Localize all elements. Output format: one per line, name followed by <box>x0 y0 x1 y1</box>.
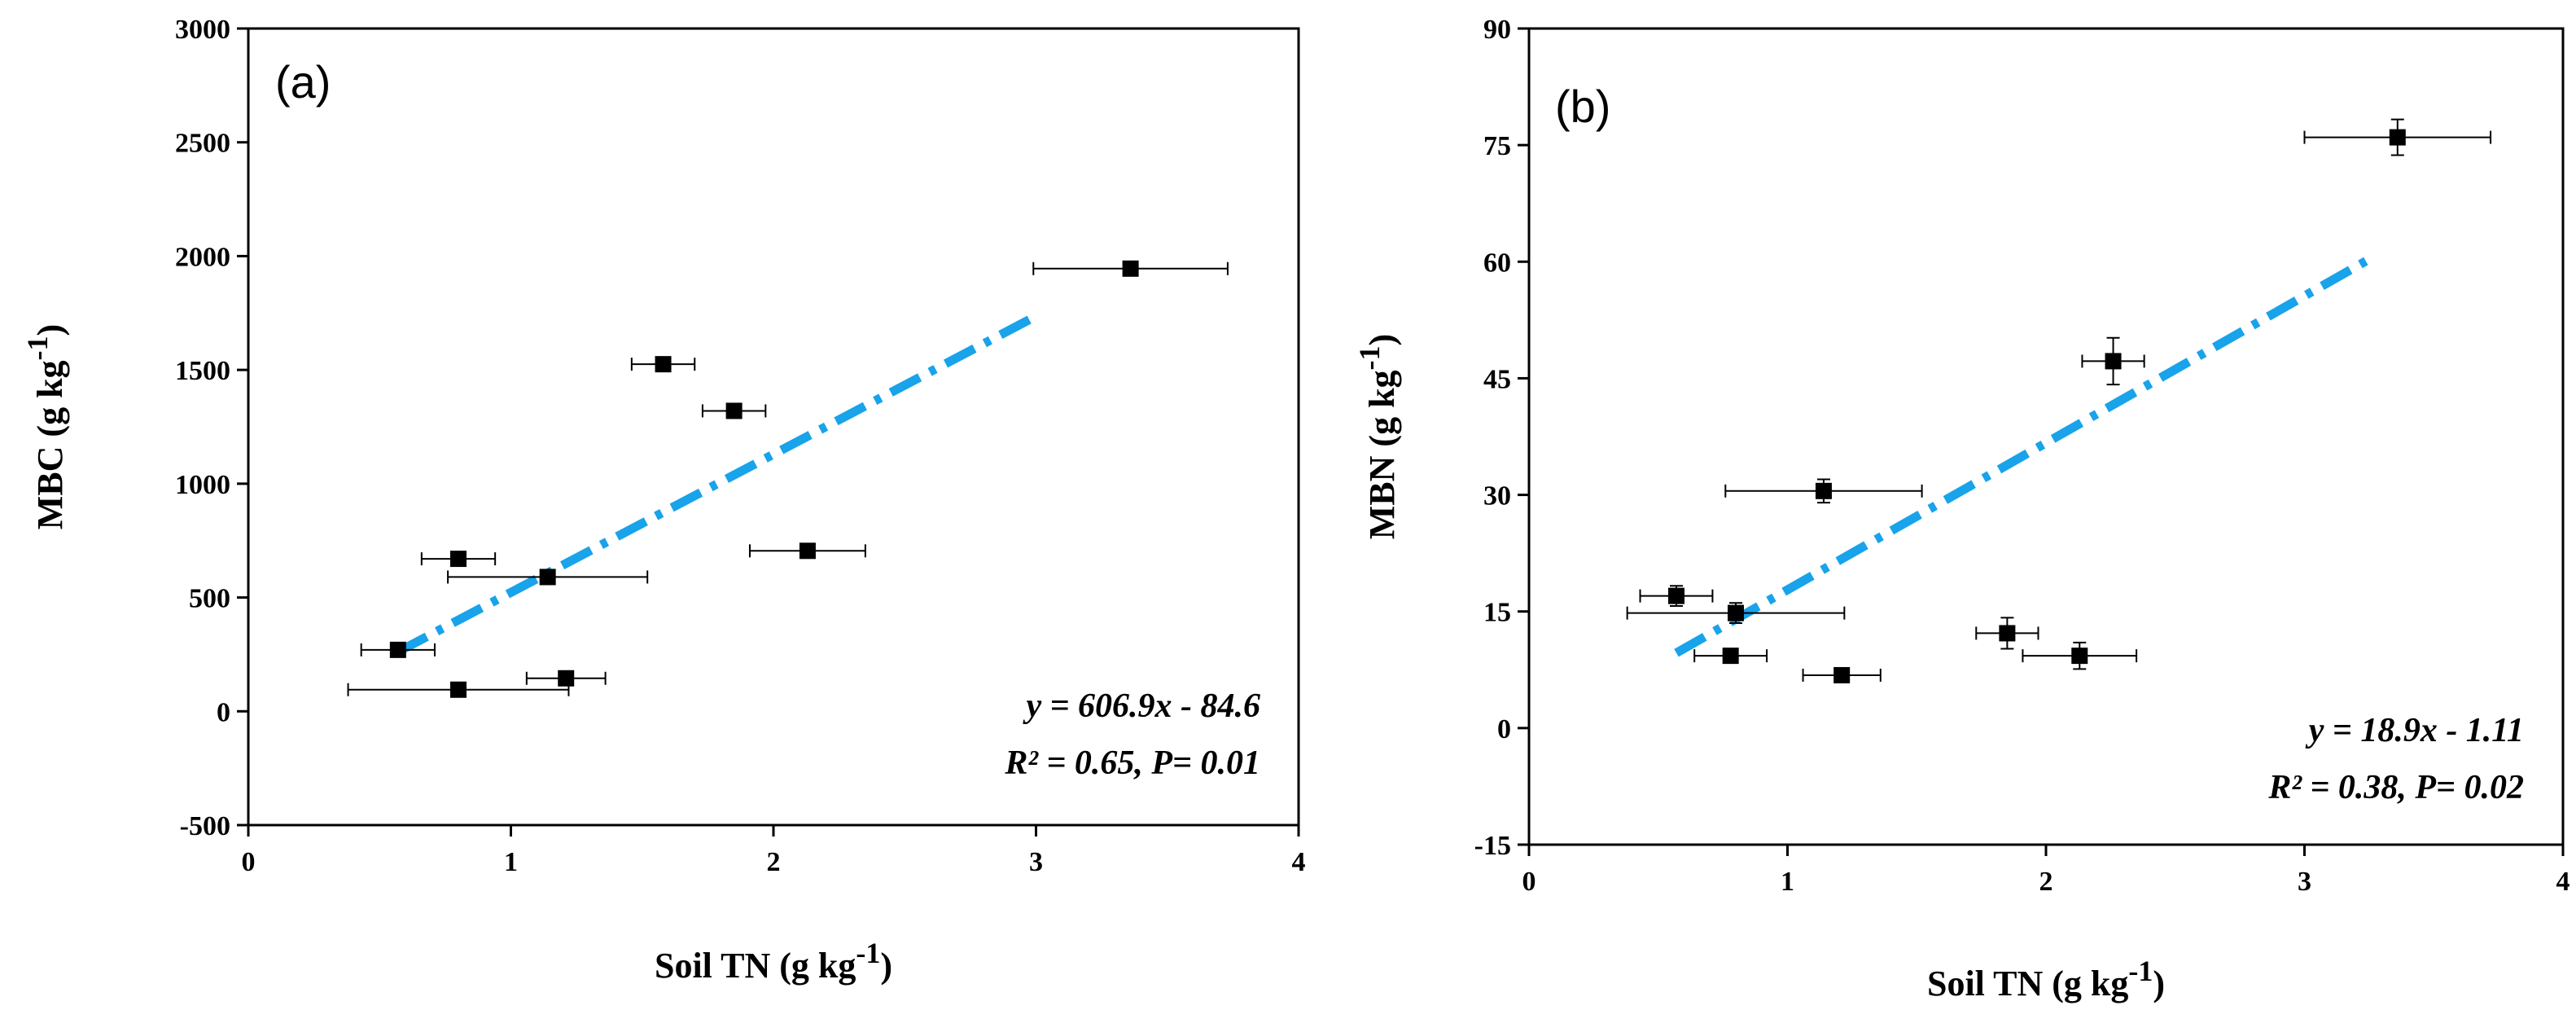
x-tick-label: 4 <box>1292 847 1306 877</box>
data-point <box>1802 666 1882 683</box>
x-tick-labels: 0 1 2 3 4 <box>1522 867 2570 897</box>
y-axis-label-text: MBN (g kg <box>1362 370 1402 539</box>
y-tick-label: -500 <box>180 811 230 841</box>
data-point <box>2303 118 2492 156</box>
fit-line <box>1674 252 2377 657</box>
y-tick-labels: -500 0 500 1000 1500 2000 2500 3000 <box>175 15 230 841</box>
square-marker <box>725 402 743 419</box>
x-tick-labels: 0 1 2 3 4 <box>242 847 1306 877</box>
x-axis-label: Soil TN (g kg-1) <box>655 937 892 986</box>
y-axis-label: MBC (g kg-1) <box>21 324 70 529</box>
regression-stats: R² = 0.65, P= 0.01 <box>1004 744 1260 782</box>
x-axis-label-close: ) <box>2153 964 2165 1003</box>
chart-a: 0 1 2 3 4 -500 0 500 1000 1500 2000 2500 3000 (a) y… <box>21 15 1306 986</box>
x-tick-label: 4 <box>2556 867 2570 897</box>
y-tick-label: 60 <box>1483 248 1511 278</box>
data-point <box>420 551 497 568</box>
x-tick-label: 1 <box>504 847 518 877</box>
y-tick-labels: -15 0 15 30 45 60 75 90 <box>1474 15 1511 861</box>
x-tick-label: 3 <box>1029 847 1043 877</box>
x-axis-label-sup: -1 <box>2128 955 2153 987</box>
y-tick-label: 1500 <box>175 356 230 386</box>
square-marker <box>1122 260 1139 277</box>
x-tick-label: 1 <box>1781 867 1794 897</box>
data-point <box>1626 602 1846 625</box>
regression-stats: R² = 0.38, P= 0.02 <box>2267 769 2524 806</box>
data-point <box>1975 617 2039 650</box>
y-tick-label: 30 <box>1483 481 1511 512</box>
square-marker <box>450 551 467 568</box>
square-marker <box>1833 666 1851 683</box>
y-tick-label: 0 <box>217 697 230 727</box>
y-tick-label: -15 <box>1474 831 1511 861</box>
data-point <box>630 356 696 373</box>
x-axis-label: Soil TN (g kg-1) <box>1927 955 2165 1003</box>
data-point <box>1693 648 1768 665</box>
square-marker <box>2071 648 2088 665</box>
y-axis-label: MBN (g kg-1) <box>1353 334 1402 539</box>
data-point <box>1639 585 1714 608</box>
fit-line-group <box>1674 252 2377 657</box>
y-tick-label: 2000 <box>175 242 230 272</box>
square-marker <box>655 356 672 373</box>
x-tick-label: 2 <box>767 847 781 877</box>
data-point <box>1032 260 1229 277</box>
y-axis-label-sup: -1 <box>21 336 54 360</box>
data-point <box>1724 478 1923 504</box>
square-marker <box>1815 482 1832 499</box>
x-tick-label: 0 <box>242 847 256 877</box>
y-tick-label: 15 <box>1483 598 1511 628</box>
x-tick-label: 3 <box>2298 867 2311 897</box>
regression-equation: y = 606.9x - 84.6 <box>1022 687 1260 725</box>
y-axis-label-text: MBC (g kg <box>30 360 70 529</box>
x-axis-label-close: ) <box>880 946 892 986</box>
y-tick-label: 90 <box>1483 15 1511 45</box>
y-axis-label-close: ) <box>1362 334 1402 346</box>
tick-marks <box>1518 27 2565 856</box>
data-points <box>1626 118 2492 683</box>
y-tick-label: 2500 <box>175 129 230 159</box>
square-marker <box>1999 625 2016 642</box>
y-tick-label: 3000 <box>175 15 230 45</box>
tick-marks <box>237 27 1300 837</box>
data-point <box>360 641 436 658</box>
fit-line <box>396 312 1039 656</box>
panel-label: (b) <box>1555 81 1610 132</box>
data-point <box>2022 641 2138 670</box>
square-marker <box>539 569 556 586</box>
data-point <box>748 542 866 560</box>
square-marker <box>2105 353 2122 370</box>
data-point <box>447 569 649 586</box>
y-tick-label: 45 <box>1483 364 1511 394</box>
y-axis-label-close: ) <box>30 324 70 336</box>
data-point <box>525 670 607 687</box>
y-tick-label: 0 <box>1497 714 1511 744</box>
square-marker <box>2389 129 2406 146</box>
y-tick-label: 75 <box>1483 131 1511 161</box>
square-marker <box>558 670 575 687</box>
x-axis-label-text: Soil TN (g kg <box>655 946 856 986</box>
x-axis-label-text: Soil TN (g kg <box>1927 964 2128 1003</box>
x-tick-label: 0 <box>1522 867 1536 897</box>
square-marker <box>450 681 467 698</box>
chart-b: 0 1 2 3 4 -15 0 15 30 45 60 75 90 (b) y = 18.9x - 1… <box>1353 15 2570 1003</box>
y-tick-label: 1000 <box>175 470 230 500</box>
square-marker <box>799 542 816 560</box>
fit-line-group <box>396 312 1039 656</box>
square-marker <box>1728 604 1744 621</box>
regression-equation: y = 18.9x - 1.11 <box>2305 712 2524 749</box>
data-points <box>347 260 1229 698</box>
x-axis-label-sup: -1 <box>856 937 880 969</box>
panel-label: (a) <box>275 56 331 108</box>
y-axis-label-sup: -1 <box>1353 345 1386 370</box>
square-marker <box>1667 587 1684 604</box>
y-tick-label: 500 <box>189 584 230 614</box>
data-point <box>347 681 570 698</box>
data-point <box>2081 336 2145 386</box>
data-point <box>701 402 767 419</box>
square-marker <box>1722 648 1739 665</box>
square-marker <box>389 641 406 658</box>
x-tick-label: 2 <box>2039 867 2053 897</box>
